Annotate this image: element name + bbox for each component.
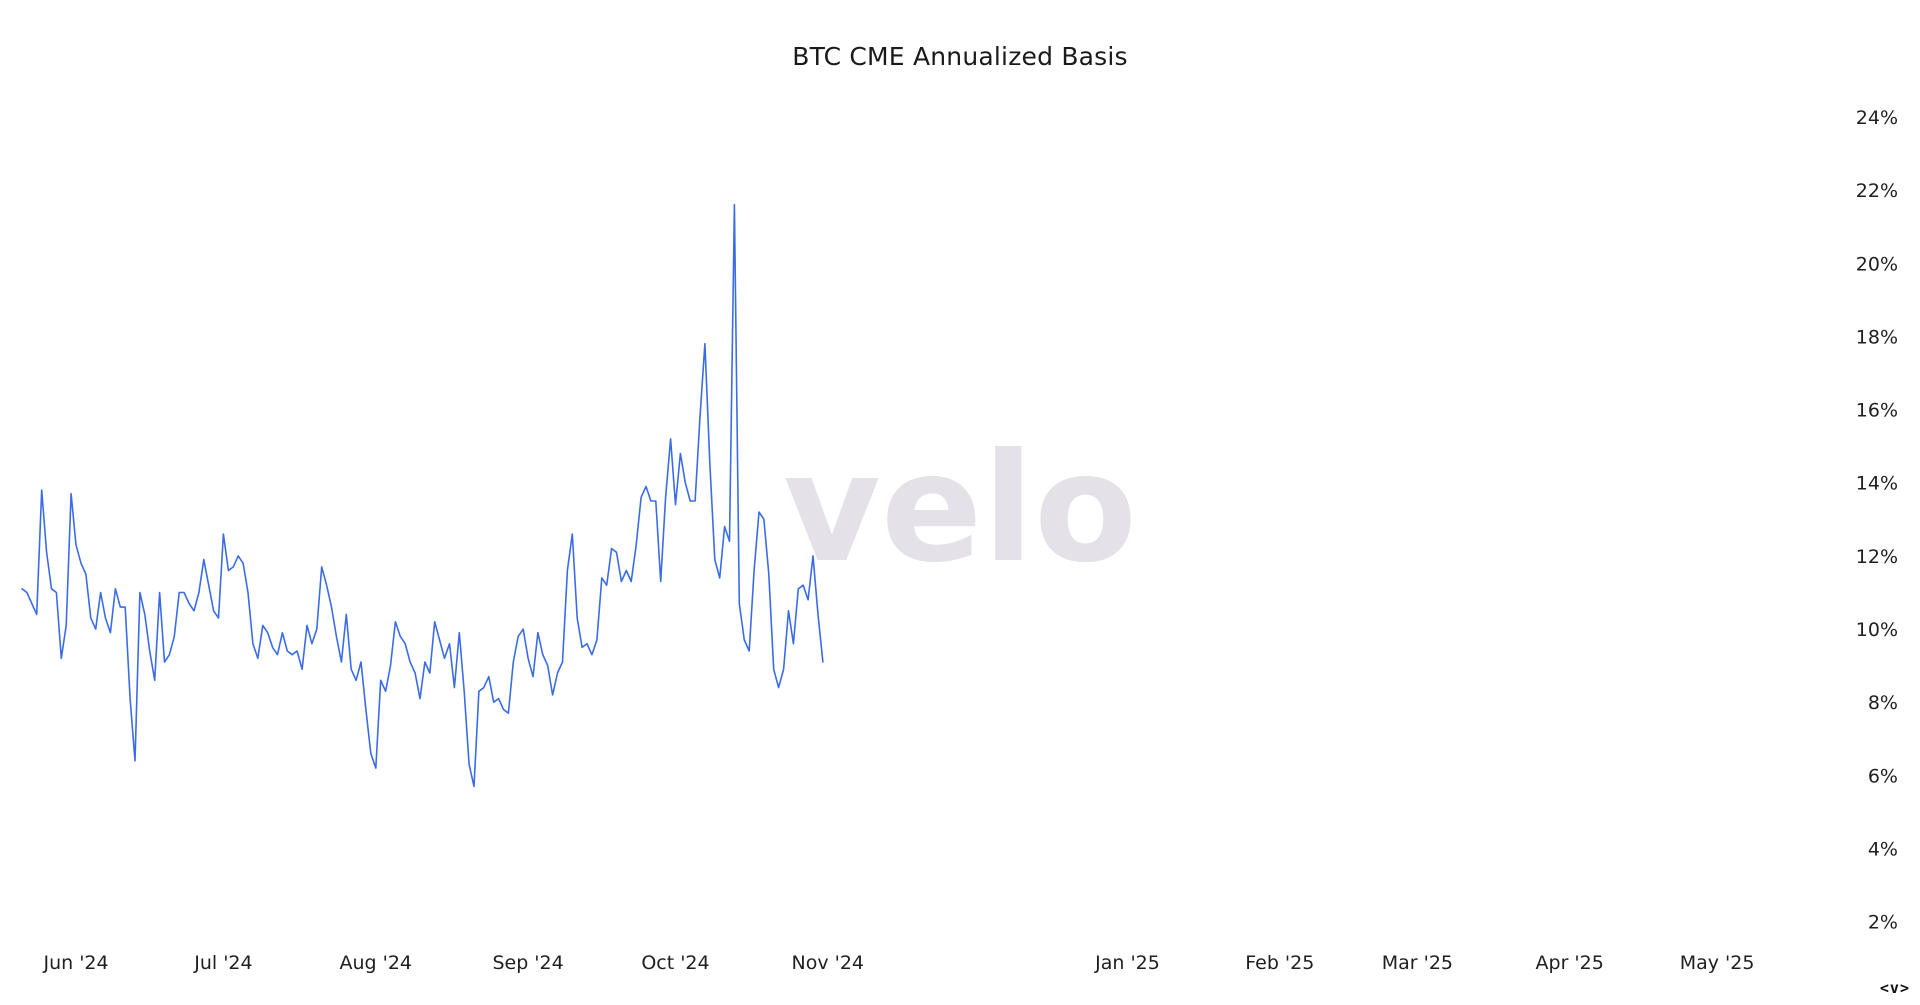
x-tick-label: Sep '24 (492, 952, 563, 974)
y-tick-label: 14% (1856, 473, 1898, 495)
y-tick-label: 12% (1856, 546, 1898, 568)
series-line (21, 203, 824, 788)
chart-title: BTC CME Annualized Basis (792, 42, 1128, 71)
y-tick-label: 20% (1856, 253, 1898, 275)
y-tick-label: 2% (1868, 912, 1898, 934)
y-tick-label: 16% (1856, 400, 1898, 422)
x-axis: Jun '24 Jul '24 Aug '24 Sep '24 Oct '24 Nov '… (42, 952, 1754, 974)
x-tick-label: Jun '24 (42, 952, 108, 974)
x-tick-label: May '25 (1680, 952, 1755, 974)
x-tick-label: Jan '25 (1094, 952, 1160, 974)
x-tick-label: Oct '24 (641, 952, 709, 974)
y-tick-label: 6% (1868, 765, 1898, 787)
x-tick-label: Apr '25 (1536, 952, 1604, 974)
x-tick-label: Feb '25 (1245, 952, 1314, 974)
y-tick-label: 10% (1856, 619, 1898, 641)
x-tick-label: Aug '24 (339, 952, 412, 974)
y-tick-label: 24% (1856, 107, 1898, 129)
data-points (22, 205, 823, 787)
x-tick-label: Jul '24 (193, 952, 252, 974)
y-tick-label: 22% (1856, 180, 1898, 202)
x-tick-label: Nov '24 (792, 952, 865, 974)
y-tick-label: 18% (1856, 326, 1898, 348)
x-tick-label: Mar '25 (1382, 952, 1453, 974)
watermark: velo (783, 422, 1137, 596)
chart-nav-toggle[interactable]: <v> (1879, 979, 1910, 997)
y-tick-label: 4% (1868, 839, 1898, 861)
y-tick-label: 8% (1868, 692, 1898, 714)
y-axis: 24% 22% 20% 18% 16% 14% 12% 10% 8% 6% 4% 2% (1856, 107, 1898, 934)
